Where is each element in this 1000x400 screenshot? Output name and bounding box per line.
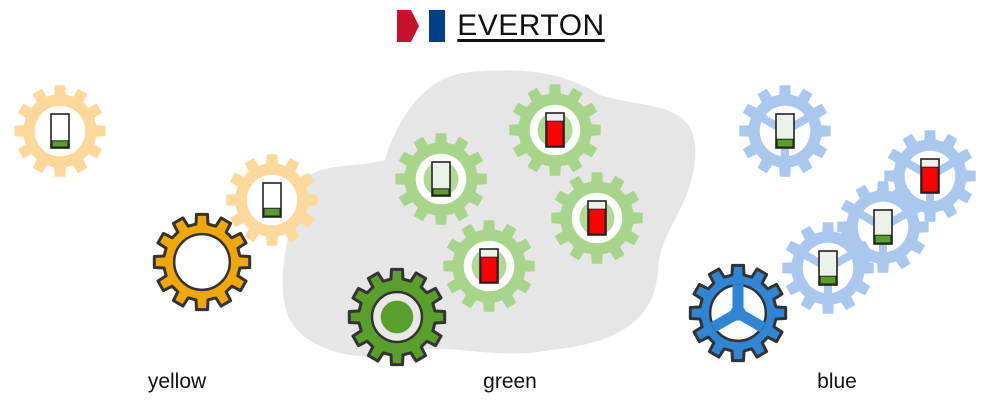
blue-gear-1-gear [739,85,831,177]
indicator-fill [776,138,794,148]
level-indicator [431,161,451,197]
page-title: EVERTON [457,9,605,42]
yellow-gear-1-gear [14,85,106,177]
green-main-main-gear [347,267,447,367]
indicator-fill [588,208,606,235]
blue-gear-4-gear [782,222,874,314]
level-indicator [479,248,499,284]
gear-hub-dot [380,300,414,334]
yellow-gear-2-gear [226,154,318,246]
level-indicator [262,182,282,218]
indicator-frame [50,113,70,149]
blue-main-main-gear [688,263,788,363]
green-gear-1-gear [395,133,487,225]
indicator-fill [432,188,450,196]
everton-flag-icon [397,10,446,42]
green-gear-2-gear [509,84,601,176]
green-gear-3-gear [551,172,643,264]
indicator-fill [51,140,69,148]
indicator-fill [480,256,498,283]
level-indicator [545,112,565,148]
level-indicator [587,200,607,236]
group-label-green: green [483,370,537,393]
header: EVERTON [0,6,1000,46]
indicator-fill [819,275,837,285]
blue-gear-2-gear [884,130,976,222]
level-indicator [775,113,795,149]
level-indicator [920,158,940,194]
indicator-fill [546,120,564,147]
gear-hub-ring [172,232,232,292]
level-indicator [50,113,70,149]
level-indicator [873,209,893,245]
yellow-main-main-gear [152,212,252,312]
green-gear-4-gear [443,220,535,312]
group-label-blue: blue [817,370,857,393]
indicator-fill [263,207,281,217]
gear-hub-center [730,305,746,321]
indicator-fill [921,166,939,193]
indicator-frame [431,161,451,197]
indicator-fill [874,234,892,244]
group-label-yellow: yellow [147,370,207,393]
level-indicator [818,250,838,286]
